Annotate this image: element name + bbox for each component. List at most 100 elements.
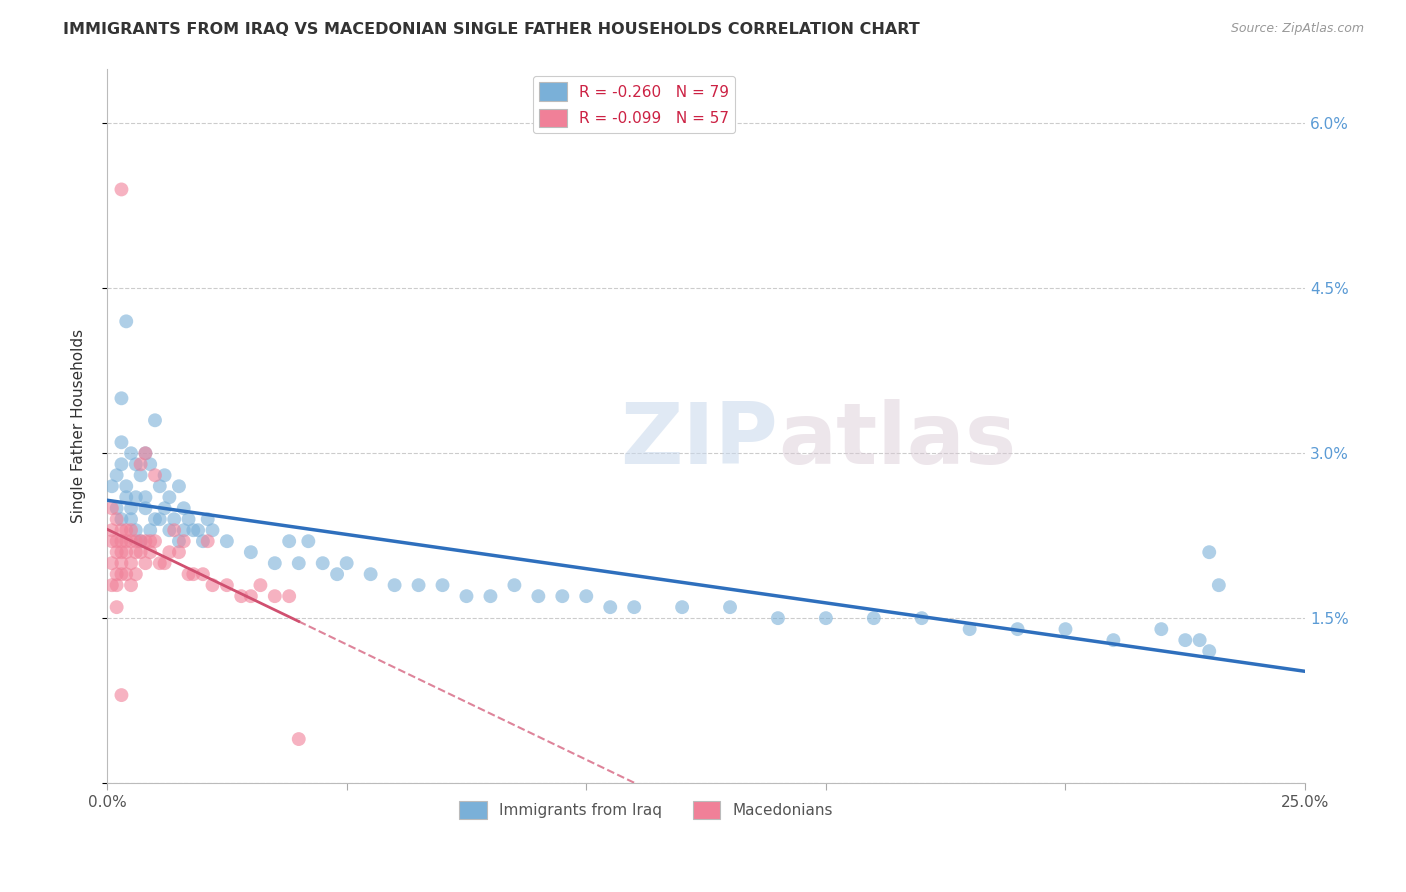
- Point: [623, 600, 645, 615]
- Text: ZIP: ZIP: [620, 399, 778, 482]
- Point: [551, 589, 574, 603]
- Point: [110, 182, 132, 196]
- Point: [215, 578, 238, 592]
- Point: [183, 523, 205, 537]
- Point: [278, 589, 301, 603]
- Point: [149, 512, 172, 526]
- Point: [139, 545, 162, 559]
- Point: [201, 578, 224, 592]
- Point: [153, 501, 176, 516]
- Point: [115, 479, 138, 493]
- Point: [599, 600, 621, 615]
- Point: [105, 501, 128, 516]
- Point: [1150, 622, 1173, 636]
- Point: [139, 457, 162, 471]
- Point: [173, 534, 195, 549]
- Point: [1198, 545, 1220, 559]
- Point: [134, 556, 156, 570]
- Point: [101, 556, 124, 570]
- Point: [336, 556, 359, 570]
- Point: [187, 523, 209, 537]
- Point: [101, 501, 124, 516]
- Point: [263, 589, 285, 603]
- Point: [105, 567, 128, 582]
- Point: [153, 468, 176, 483]
- Point: [120, 534, 142, 549]
- Point: [297, 534, 319, 549]
- Point: [129, 534, 152, 549]
- Point: [110, 523, 132, 537]
- Point: [1198, 644, 1220, 658]
- Point: [101, 523, 124, 537]
- Point: [120, 523, 142, 537]
- Point: [110, 392, 132, 406]
- Point: [129, 545, 152, 559]
- Point: [143, 468, 166, 483]
- Point: [110, 567, 132, 582]
- Point: [312, 556, 335, 570]
- Point: [959, 622, 981, 636]
- Point: [163, 523, 186, 537]
- Point: [134, 501, 156, 516]
- Point: [177, 512, 200, 526]
- Point: [718, 600, 741, 615]
- Point: [110, 545, 132, 559]
- Point: [197, 512, 219, 526]
- Point: [360, 567, 382, 582]
- Point: [408, 578, 430, 592]
- Point: [1054, 622, 1077, 636]
- Point: [120, 512, 142, 526]
- Point: [134, 534, 156, 549]
- Point: [125, 534, 148, 549]
- Point: [249, 578, 271, 592]
- Point: [153, 556, 176, 570]
- Point: [120, 446, 142, 460]
- Point: [134, 446, 156, 460]
- Point: [105, 468, 128, 483]
- Point: [1102, 633, 1125, 648]
- Point: [143, 512, 166, 526]
- Point: [1188, 633, 1211, 648]
- Point: [191, 534, 214, 549]
- Point: [862, 611, 884, 625]
- Point: [278, 534, 301, 549]
- Point: [157, 523, 180, 537]
- Point: [157, 545, 180, 559]
- Point: [125, 490, 148, 504]
- Point: [110, 688, 132, 702]
- Point: [101, 578, 124, 592]
- Point: [115, 545, 138, 559]
- Point: [129, 457, 152, 471]
- Point: [173, 523, 195, 537]
- Point: [115, 490, 138, 504]
- Point: [167, 534, 190, 549]
- Point: [129, 534, 152, 549]
- Text: atlas: atlas: [778, 399, 1017, 482]
- Point: [814, 611, 837, 625]
- Point: [125, 567, 148, 582]
- Point: [215, 534, 238, 549]
- Point: [125, 523, 148, 537]
- Point: [231, 589, 253, 603]
- Point: [115, 314, 138, 328]
- Point: [157, 490, 180, 504]
- Text: Source: ZipAtlas.com: Source: ZipAtlas.com: [1230, 22, 1364, 36]
- Point: [163, 512, 186, 526]
- Point: [134, 446, 156, 460]
- Point: [115, 567, 138, 582]
- Point: [1208, 578, 1230, 592]
- Point: [911, 611, 934, 625]
- Point: [105, 578, 128, 592]
- Point: [479, 589, 502, 603]
- Point: [671, 600, 693, 615]
- Point: [120, 501, 142, 516]
- Point: [263, 556, 285, 570]
- Point: [110, 534, 132, 549]
- Point: [115, 534, 138, 549]
- Point: [239, 589, 262, 603]
- Point: [167, 479, 190, 493]
- Point: [143, 534, 166, 549]
- Point: [1174, 633, 1197, 648]
- Point: [167, 545, 190, 559]
- Point: [173, 501, 195, 516]
